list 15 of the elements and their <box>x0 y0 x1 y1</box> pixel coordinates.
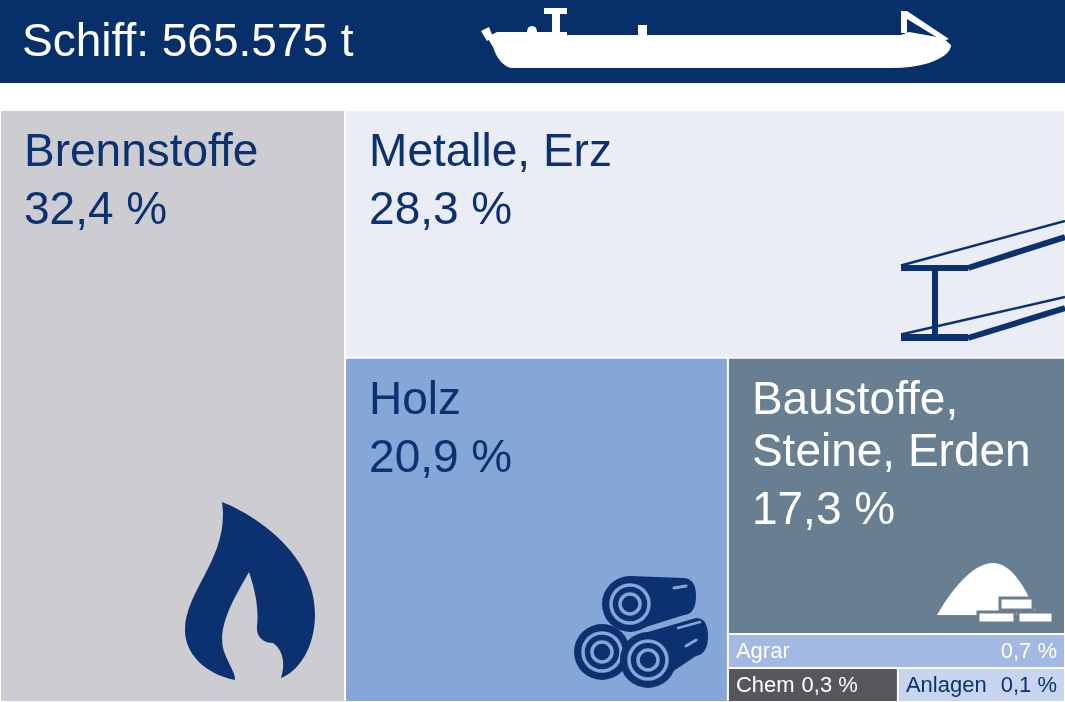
data-label: 0,1 % <box>1000 672 1057 698</box>
data-label: 0,3 % <box>801 672 858 698</box>
category-label: Anlagen <box>905 672 987 698</box>
data-label: 17,3 % <box>751 481 896 534</box>
data-label: 0,7 % <box>1000 638 1057 664</box>
category-label: Agrar <box>735 638 790 664</box>
data-label: 32,4 % <box>24 182 168 234</box>
data-label: 28,3 % <box>369 182 513 234</box>
category-label: Holz <box>369 371 462 424</box>
category-label: Chem <box>735 672 795 698</box>
text: Schiff: 565.575 t <box>22 14 354 67</box>
category-label: Brennstoffe <box>24 124 259 176</box>
category-label: Metalle, Erz <box>369 124 612 176</box>
data-label: 20,9 % <box>369 429 513 482</box>
category-label: Baustoffe, Steine, Erden <box>751 371 1031 476</box>
